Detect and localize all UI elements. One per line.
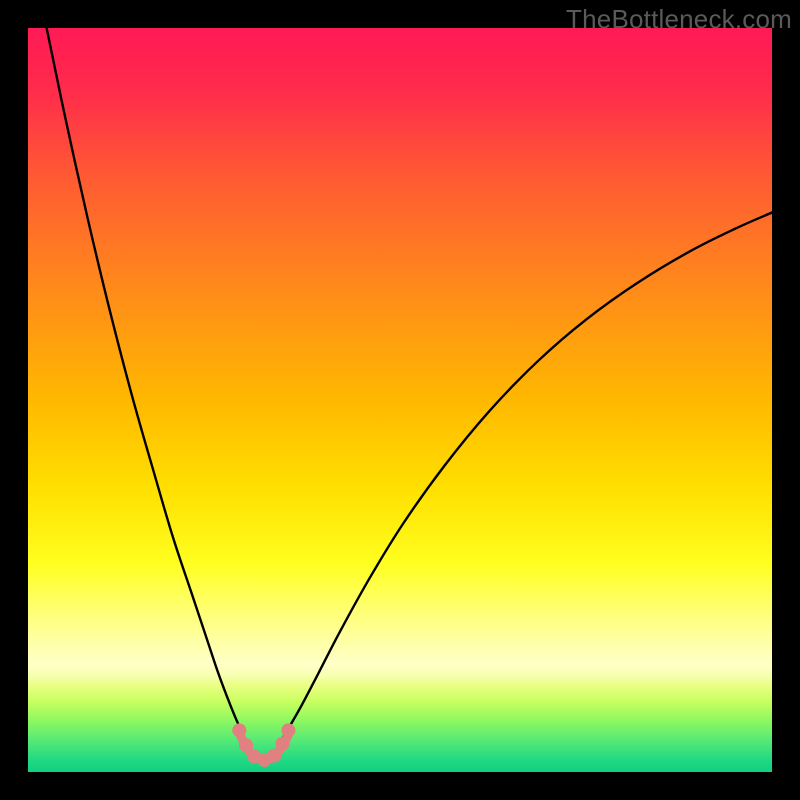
trough-dot-5 (275, 737, 289, 751)
plot-area (28, 28, 772, 772)
gradient-background (28, 28, 772, 772)
trough-dot-1 (239, 738, 253, 752)
trough-dot-4 (267, 749, 281, 763)
chart-frame: TheBottleneck.com (0, 0, 800, 800)
chart-svg (28, 28, 772, 772)
trough-dot-6 (281, 723, 295, 737)
trough-dot-0 (232, 723, 246, 737)
